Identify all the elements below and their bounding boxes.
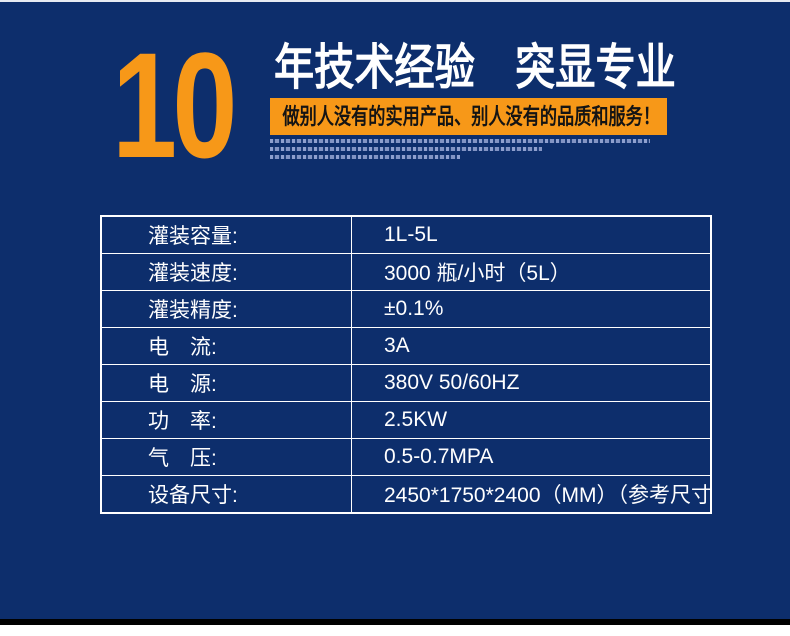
spec-value: 2450*1750*2400（MM）（参考尺寸） [351, 475, 712, 514]
spec-value: 380V 50/60HZ [351, 364, 712, 402]
spec-label: 电 流: [100, 327, 352, 365]
table-row: 设备尺寸: 2450*1750*2400（MM）（参考尺寸） [100, 475, 712, 514]
spec-label: 灌装精度: [100, 290, 352, 328]
spec-label: 灌装速度: [100, 253, 352, 291]
spec-value: ±0.1% [351, 290, 712, 328]
spec-value: 2.5KW [351, 401, 712, 439]
hero-headline: 年技术经验 突显专业 [274, 41, 676, 95]
fine-print-line [270, 155, 460, 159]
promo-banner-text: 做别人没有的实用产品、别人没有的品质和服务！ [282, 104, 661, 129]
fine-print-line [270, 139, 650, 143]
table-row: 电 源: 380V 50/60HZ [100, 364, 712, 402]
spec-label: 设备尺寸: [100, 475, 352, 514]
promo-banner: 做别人没有的实用产品、别人没有的品质和服务！ [270, 98, 667, 135]
table-row: 灌装速度: 3000 瓶/小时（5L） [100, 253, 712, 291]
spec-label: 电 源: [100, 364, 352, 402]
bottom-black-bar [0, 619, 790, 625]
table-row: 气 压: 0.5-0.7MPA [100, 438, 712, 476]
years-number: 10 [112, 21, 237, 189]
fine-print-line [270, 147, 542, 151]
spec-table: 灌装容量: 1L-5L 灌装速度: 3000 瓶/小时（5L） 灌装精度: ±0… [100, 215, 712, 514]
table-row: 灌装精度: ±0.1% [100, 290, 712, 328]
spec-value: 3000 瓶/小时（5L） [351, 253, 712, 291]
spec-label: 气 压: [100, 438, 352, 476]
table-row: 电 流: 3A [100, 327, 712, 365]
table-row: 功 率: 2.5KW [100, 401, 712, 439]
spec-value: 0.5-0.7MPA [351, 438, 712, 476]
top-highlight-line [0, 0, 790, 2]
spec-value: 3A [351, 327, 712, 365]
spec-value: 1L-5L [351, 215, 712, 254]
fine-print-block [270, 139, 650, 163]
table-row: 灌装容量: 1L-5L [100, 215, 712, 254]
spec-label: 灌装容量: [100, 215, 352, 254]
bottom-white-strip [0, 625, 790, 636]
spec-label: 功 率: [100, 401, 352, 439]
